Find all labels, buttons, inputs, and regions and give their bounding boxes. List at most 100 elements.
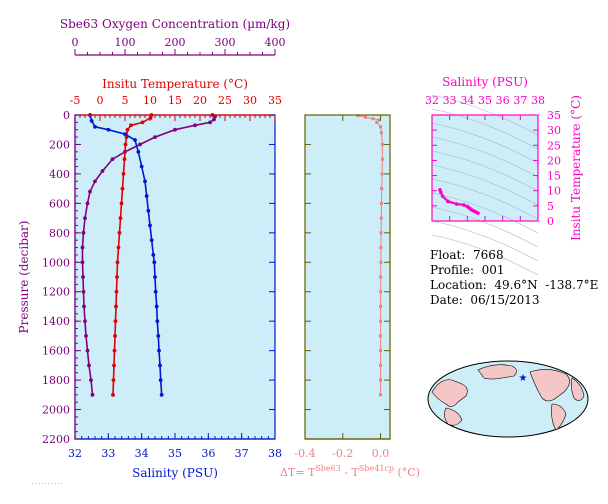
float-id-label: Float: 7668: [430, 248, 504, 262]
salinity-tick-label: 36: [201, 447, 215, 460]
ts-contour-line: [431, 122, 539, 164]
temperature-tick-label: 25: [218, 94, 232, 107]
temperature-tick-label: 20: [193, 94, 207, 107]
temperature-point: [140, 120, 145, 125]
delta-point: [379, 349, 383, 353]
salinity-point: [143, 179, 147, 184]
temperature-point: [115, 275, 119, 279]
temperature-tick-label: 10: [143, 94, 157, 107]
oxygen-point: [80, 260, 85, 265]
delta-point: [379, 363, 383, 367]
pressure-tick-label: 0: [63, 109, 70, 122]
map-land-europe-africa: [571, 377, 585, 401]
pressure-tick-label: 1000: [42, 256, 70, 269]
pressure-tick-label: 600: [49, 197, 70, 210]
temperature-point: [113, 319, 118, 324]
oxygen-tick-label: 100: [115, 36, 136, 49]
date-label: Date: 06/15/2013: [430, 293, 540, 307]
main-series-group: [80, 113, 217, 397]
ts-point: [462, 203, 466, 207]
salinity-point: [149, 238, 154, 243]
delta-title-mid: - T: [341, 466, 360, 479]
salinity-point: [136, 149, 141, 154]
ts-point: [439, 190, 443, 195]
ts-temperature-tick-label: 35: [547, 109, 561, 122]
ts-temperature-axis-title: Insitu Temperature (°C): [569, 95, 583, 241]
pressure-tick-label: 1800: [42, 374, 70, 387]
ts-contour-line: [431, 234, 539, 276]
temperature-tick-label: 5: [122, 94, 129, 107]
oxygen-tick-label: 400: [265, 36, 286, 49]
delta-point: [379, 125, 383, 129]
temperature-point: [112, 348, 117, 353]
temperature-point: [117, 230, 122, 235]
oxygen-point: [208, 120, 212, 125]
temperature-tick-label: 30: [243, 94, 257, 107]
delta-point: [371, 117, 375, 121]
temperature-point: [115, 260, 120, 265]
temperature-point: [122, 157, 127, 162]
oxygen-point: [193, 123, 197, 128]
delta-point: [379, 393, 383, 397]
ts-contour-line: [431, 178, 539, 220]
oxygen-point: [93, 179, 97, 184]
salinity-tick-label: 33: [101, 447, 115, 460]
salinity-point: [148, 223, 152, 228]
oxygen-point: [85, 348, 90, 353]
delta-point: [380, 131, 383, 135]
pressure-tick-label: 2000: [42, 404, 70, 417]
float-location-marker: ★: [519, 373, 528, 384]
oxygen-point: [83, 319, 87, 324]
delta-point: [380, 157, 384, 161]
salinity-point: [151, 253, 156, 257]
ts-temperature-tick-label: 30: [547, 124, 561, 137]
ts-plot-area: [432, 115, 538, 221]
profile-label: Profile: 001: [430, 263, 505, 277]
salinity-tick-label: 38: [268, 447, 282, 460]
oxygen-tick-label: 300: [215, 36, 236, 49]
salinity-tick-label: 32: [68, 447, 82, 460]
temperature-tick-label: 15: [168, 94, 182, 107]
ts-axes-group: 32 33 34 35 36 37 38 0 5 10 15 20 25 30 35: [425, 94, 561, 228]
pressure-tick-label: 1600: [42, 345, 70, 358]
oxygen-point: [110, 157, 115, 162]
oxygen-tick-label: 200: [165, 36, 186, 49]
main-plot-area: [75, 115, 275, 439]
delta-point: [379, 319, 383, 323]
oxygen-point: [81, 275, 85, 279]
ts-series-group: [438, 188, 480, 215]
pressure-tick-label: 200: [49, 138, 70, 151]
temperature-point: [118, 216, 123, 220]
temperature-point: [113, 334, 117, 338]
salinity-tick-label: 37: [235, 447, 249, 460]
salinity-point: [146, 208, 151, 213]
pressure-tick-label: 400: [49, 168, 70, 181]
ts-salinity-tick-label: 37: [513, 94, 527, 107]
temperature-point: [111, 392, 115, 397]
ts-temperature-tick-label: 15: [547, 170, 561, 183]
delta-point: [363, 115, 367, 119]
oxygen-axis-title: Sbe63 Oxygen Concentration (µm/kg): [60, 17, 290, 31]
pressure-axis-title: Pressure (decibar): [17, 221, 31, 334]
ts-contour-line: [431, 108, 539, 150]
delta-point: [379, 304, 383, 308]
delta-point: [379, 216, 383, 220]
ts-point: [476, 211, 480, 215]
temperature-axis-title: Insitu Temperature (°C): [102, 77, 248, 91]
footer-stamp: · · · · · · · · · ·: [32, 481, 63, 487]
oxygen-point: [153, 135, 157, 139]
oxygen-point: [85, 201, 90, 206]
delta-t-panel: -0.4 -0.2 0.0 ΔT= TSbe63 - TSbe41cp (°C): [280, 114, 420, 479]
pressure-tick-label: 1400: [42, 315, 70, 328]
map-land-arctic: [477, 364, 517, 380]
salinity-point: [139, 164, 144, 169]
oxygen-point: [81, 289, 86, 294]
ts-contour-line: [431, 94, 539, 136]
delta-point: [379, 334, 383, 338]
ts-temperature-tick-label: 0: [547, 215, 554, 228]
salinity-line: [89, 114, 163, 395]
temperature-point: [112, 363, 116, 368]
oxygen-tick-label: 0: [72, 36, 79, 49]
oxygen-point: [81, 230, 86, 235]
ts-contour-line: [431, 150, 539, 192]
